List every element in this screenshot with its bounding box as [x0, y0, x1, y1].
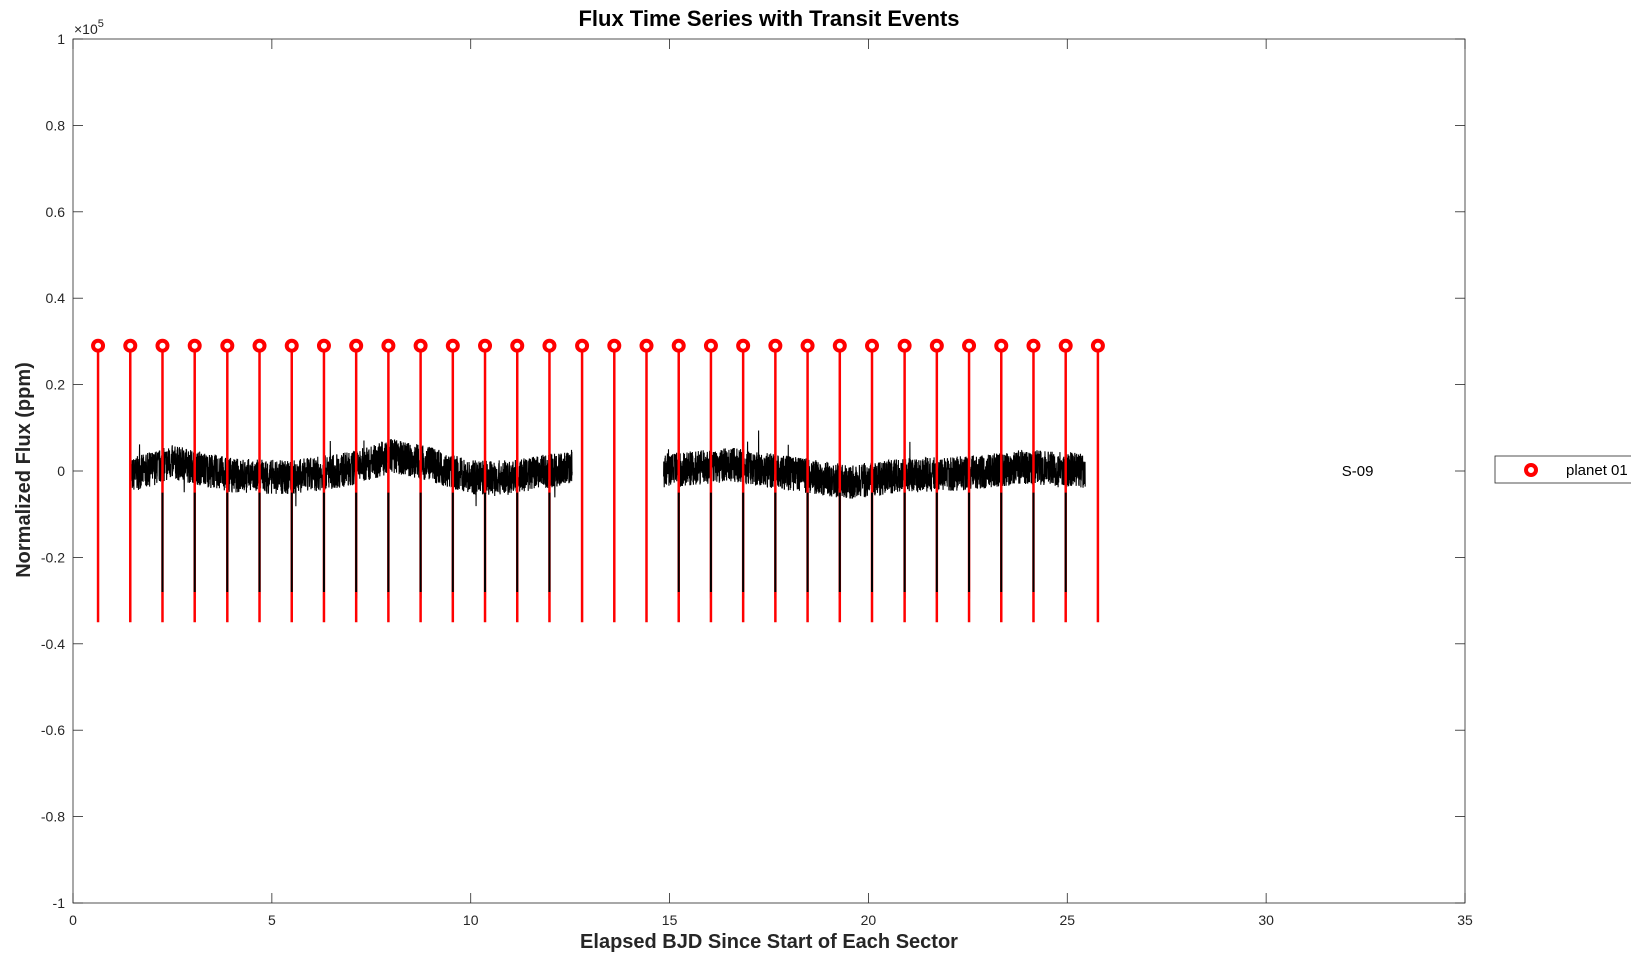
y-axis-exponent: ×105: [74, 18, 104, 37]
transit-marker: [91, 338, 106, 353]
transit-marker: [123, 338, 138, 353]
y-tick-label: -0.4: [41, 636, 65, 652]
y-tick-label: -1: [53, 895, 66, 911]
transit-marker: [865, 338, 880, 353]
x-tick-label: 20: [861, 912, 877, 928]
transit-marker: [897, 338, 912, 353]
legend-box: [1494, 455, 1631, 484]
transit-marker: [349, 338, 364, 353]
x-tick-label: 30: [1258, 912, 1274, 928]
transit-marker: [671, 338, 686, 353]
flux-segment-1: [130, 423, 573, 507]
transit-marker: [220, 338, 235, 353]
transit-marker: [510, 338, 525, 353]
transit-marker: [607, 338, 622, 353]
x-axis-title: Elapsed BJD Since Start of Each Sector: [580, 931, 958, 953]
transit-marker: [252, 338, 267, 353]
flux-segment-2: [663, 430, 1086, 499]
y-tick-label: -0.2: [41, 549, 65, 565]
x-tick-label: 5: [268, 912, 276, 928]
y-tick-label: 0.8: [46, 117, 66, 133]
x-tick-label: 35: [1457, 912, 1473, 928]
y-tick-label: -0.8: [41, 809, 65, 825]
transit-marker: [381, 338, 396, 353]
x-tick-label: 10: [463, 912, 479, 928]
y-axis-exponent-power: 5: [98, 18, 104, 30]
transit-marker: [736, 338, 751, 353]
sector-annotation: S-09: [1342, 463, 1374, 480]
axis-ticks: 0 5 10 15 20 25 30 35 -1 -0.8 -0.6 -0.4 -0.2 0 0.2 0.4 0…: [41, 31, 1473, 928]
transit-marker: [1090, 338, 1105, 353]
transit-marker: [768, 338, 783, 353]
transit-marker: [962, 338, 977, 353]
transit-marker: [929, 338, 944, 353]
x-tick-label: 0: [69, 912, 77, 928]
chart-title: Flux Time Series with Transit Events: [578, 6, 959, 31]
y-tick-label: -0.6: [41, 722, 65, 738]
transit-marker: [187, 338, 202, 353]
transit-marker: [542, 338, 557, 353]
transit-marker: [316, 338, 331, 353]
transit-marker: [1058, 338, 1073, 353]
y-axis-exponent-base: ×10: [74, 21, 98, 37]
legend[interactable]: planet 01: [1494, 455, 1631, 484]
transit-marker: [575, 338, 590, 353]
transit-marker: [800, 338, 815, 353]
x-tick-label: 15: [662, 912, 678, 928]
transit-marker: [703, 338, 718, 353]
transit-marker: [478, 338, 493, 353]
plot-area: [91, 338, 1105, 623]
legend-label-planet-01: planet 01: [1566, 462, 1628, 479]
y-tick-label: 0: [57, 463, 65, 479]
transit-marker: [994, 338, 1009, 353]
y-tick-label: 0.4: [46, 290, 66, 306]
legend-marker: [1524, 463, 1538, 477]
transit-marker: [1026, 338, 1041, 353]
transit-marker: [445, 338, 460, 353]
transit-marker: [639, 338, 654, 353]
transit-marker: [413, 338, 428, 353]
y-tick-label: 1: [57, 31, 65, 47]
y-tick-label: 0.2: [46, 377, 66, 393]
transit-marker: [155, 338, 170, 353]
y-tick-label: 0.6: [46, 204, 66, 220]
x-tick-label: 25: [1059, 912, 1075, 928]
transit-marker: [832, 338, 847, 353]
transit-marker: [284, 338, 299, 353]
y-axis-title: Normalized Flux (ppm): [13, 362, 35, 578]
